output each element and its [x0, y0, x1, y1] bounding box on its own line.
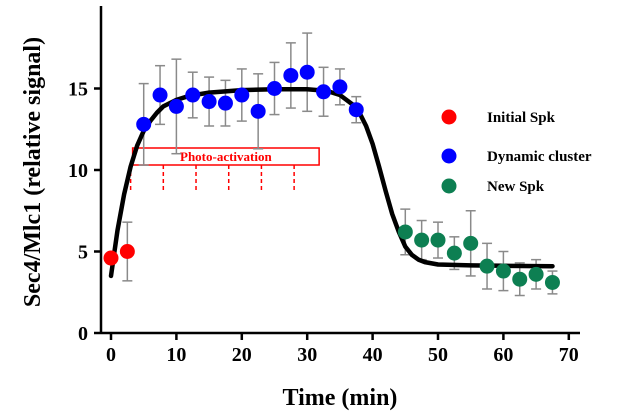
y-tick-label-5: 5	[78, 242, 88, 264]
x-tick-label-0: 0	[106, 344, 116, 366]
ticks: 0 10 20 30 40 50 60 70 0 5 10 15	[68, 79, 579, 367]
data-points	[103, 64, 560, 290]
data-point-initial-spk	[119, 244, 135, 259]
y-tick-label-0: 0	[78, 323, 88, 345]
x-axis-title: Time (min)	[283, 385, 398, 411]
data-point-new-spk	[446, 245, 462, 261]
data-point-dynamic-cluster	[267, 81, 282, 96]
x-tick-label-30: 30	[297, 344, 317, 366]
data-point-dynamic-cluster	[316, 84, 332, 100]
axes	[99, 6, 580, 335]
y-tick-label-15: 15	[68, 79, 88, 101]
data-point-new-spk	[512, 271, 528, 287]
data-point-new-spk	[528, 266, 544, 282]
data-point-dynamic-cluster	[348, 102, 364, 118]
legend-label-new-spk: New Spk	[487, 179, 545, 195]
data-point-dynamic-cluster	[185, 87, 201, 103]
legend-marker-dynamic-cluster	[441, 148, 457, 164]
data-point-initial-spk	[103, 250, 119, 266]
data-point-dynamic-cluster	[152, 87, 168, 103]
photo-activation-pulses	[129, 165, 295, 190]
data-point-dynamic-cluster	[168, 98, 184, 114]
data-point-new-spk	[397, 224, 413, 240]
legend-label-dynamic-cluster: Dynamic cluster	[487, 149, 592, 165]
x-tick-label-60: 60	[493, 344, 513, 366]
data-point-dynamic-cluster	[217, 95, 233, 111]
data-point-dynamic-cluster	[299, 64, 315, 80]
legend: Initial Spk Dynamic cluster New Spk	[441, 109, 592, 195]
photo-activation-annotation: Photo-activation	[129, 147, 320, 190]
data-point-dynamic-cluster	[250, 103, 266, 119]
x-tick-label-10: 10	[166, 344, 186, 366]
x-tick-label-50: 50	[428, 344, 448, 366]
y-tick-label-10: 10	[68, 160, 88, 182]
x-tick-label-20: 20	[232, 344, 252, 366]
data-point-new-spk	[463, 235, 479, 251]
data-point-new-spk	[430, 232, 446, 248]
data-point-dynamic-cluster	[234, 87, 250, 103]
legend-marker-initial-spk	[441, 109, 457, 125]
photo-activation-label: Photo-activation	[180, 149, 272, 164]
legend-marker-new-spk	[441, 178, 457, 194]
data-point-new-spk	[544, 274, 560, 290]
data-point-dynamic-cluster	[283, 67, 299, 83]
legend-label-initial-spk: Initial Spk	[487, 110, 556, 126]
y-axis-title: Sec4/Mlc1 (relative signal)	[20, 37, 46, 307]
data-point-new-spk	[414, 232, 430, 248]
data-point-dynamic-cluster	[201, 94, 217, 110]
data-point-new-spk	[495, 263, 511, 279]
data-point-dynamic-cluster	[136, 116, 152, 132]
data-point-dynamic-cluster	[332, 79, 348, 95]
data-point-new-spk	[479, 258, 495, 274]
x-tick-label-70: 70	[559, 344, 579, 366]
x-tick-label-40: 40	[363, 344, 383, 366]
